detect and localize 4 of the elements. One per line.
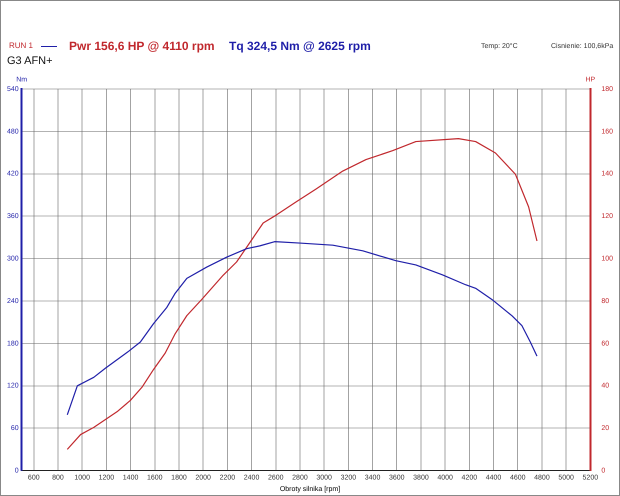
text: RUN 1 xyxy=(9,41,34,50)
chart-title: G3 AFN+ xyxy=(7,55,53,67)
text: Pwr 156,6 HP @ 4110 rpm xyxy=(69,39,215,53)
text: Tq 324,5 Nm @ 2625 rpm xyxy=(229,39,371,53)
